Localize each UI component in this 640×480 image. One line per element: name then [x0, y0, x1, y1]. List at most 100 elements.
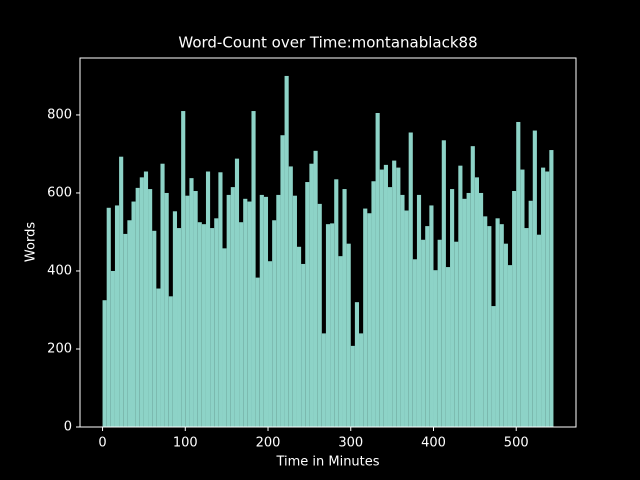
bar: [487, 226, 492, 427]
bar: [545, 171, 550, 427]
bar: [156, 288, 161, 427]
y-tick-label: 600: [47, 185, 72, 200]
bar: [429, 205, 434, 427]
bar: [503, 243, 508, 427]
bar: [507, 265, 513, 427]
bar: [516, 121, 521, 427]
bar: [119, 156, 124, 428]
bar: [478, 192, 484, 427]
bar: [416, 194, 422, 427]
bar: [383, 164, 388, 427]
bar: [346, 243, 351, 427]
bar: [259, 194, 264, 427]
bar: [371, 181, 376, 427]
bar: [301, 263, 306, 427]
bar: [549, 150, 554, 427]
bar: [367, 213, 372, 427]
bar: [445, 267, 451, 427]
bar: [189, 178, 194, 427]
bar: [292, 195, 297, 427]
bar: [454, 241, 459, 427]
x-tick-label: 0: [98, 436, 106, 451]
bar: [239, 222, 244, 427]
bar: [247, 201, 252, 427]
chart-title: Word-Count over Time:montanablack88: [178, 34, 477, 52]
bar: [491, 306, 496, 427]
y-tick-label: 400: [47, 263, 72, 278]
bar: [462, 198, 467, 427]
bar: [152, 230, 157, 427]
x-tick-label: 100: [173, 436, 198, 451]
bar: [205, 171, 211, 427]
bar: [520, 169, 525, 427]
bar: [123, 233, 128, 427]
x-tick-label: 300: [338, 436, 363, 451]
bar: [499, 224, 504, 427]
bar: [512, 191, 517, 427]
bar: [532, 130, 537, 427]
bar: [524, 228, 529, 427]
bar: [288, 166, 293, 428]
bar: [404, 210, 409, 427]
bar: [392, 160, 397, 428]
bar: [354, 302, 360, 427]
bar: [408, 132, 413, 427]
x-tick-label: 200: [256, 436, 281, 451]
bar: [375, 112, 380, 428]
bar: [135, 187, 140, 427]
axes-frame: [79, 57, 577, 428]
bar: [296, 246, 302, 427]
bar: [102, 300, 107, 427]
bar: [193, 191, 198, 427]
bar: [363, 208, 368, 427]
bar: [218, 172, 223, 427]
bar: [160, 163, 165, 427]
bar: [350, 345, 355, 427]
bar: [114, 205, 120, 427]
bar: [210, 228, 215, 427]
bar: [243, 198, 248, 427]
bar: [379, 169, 384, 427]
bar: [321, 333, 326, 427]
y-tick-label: 200: [47, 341, 72, 356]
bar: [470, 146, 475, 427]
bar: [251, 111, 256, 428]
bar: [330, 223, 335, 427]
bar: [458, 165, 463, 427]
bar: [338, 256, 343, 427]
x-tick-label: 500: [504, 436, 529, 451]
bar: [400, 194, 405, 427]
bar: [172, 211, 178, 427]
y-axis-label: Words: [24, 222, 39, 262]
bar: [284, 75, 289, 427]
bar: [230, 187, 235, 427]
bar: [359, 333, 364, 427]
bar: [342, 189, 347, 427]
bar: [181, 111, 186, 428]
bar: [272, 220, 277, 427]
bar: [483, 216, 488, 427]
bar: [197, 222, 202, 427]
bar: [317, 203, 322, 427]
bar: [276, 194, 281, 427]
bar: [421, 239, 426, 427]
bar: [387, 187, 393, 427]
bar: [110, 270, 115, 427]
bar: [127, 220, 132, 427]
bar: [143, 171, 149, 427]
bar: [226, 194, 231, 427]
bar: [201, 224, 206, 427]
bar: [474, 177, 479, 427]
bar: [450, 189, 455, 427]
bar: [441, 140, 446, 427]
bar: [437, 239, 442, 427]
bar: [222, 248, 227, 427]
bar: [433, 270, 438, 427]
bar: [139, 177, 144, 427]
bar: [325, 224, 331, 427]
bar: [106, 207, 111, 427]
bar: [305, 182, 310, 427]
bar: [148, 189, 153, 427]
